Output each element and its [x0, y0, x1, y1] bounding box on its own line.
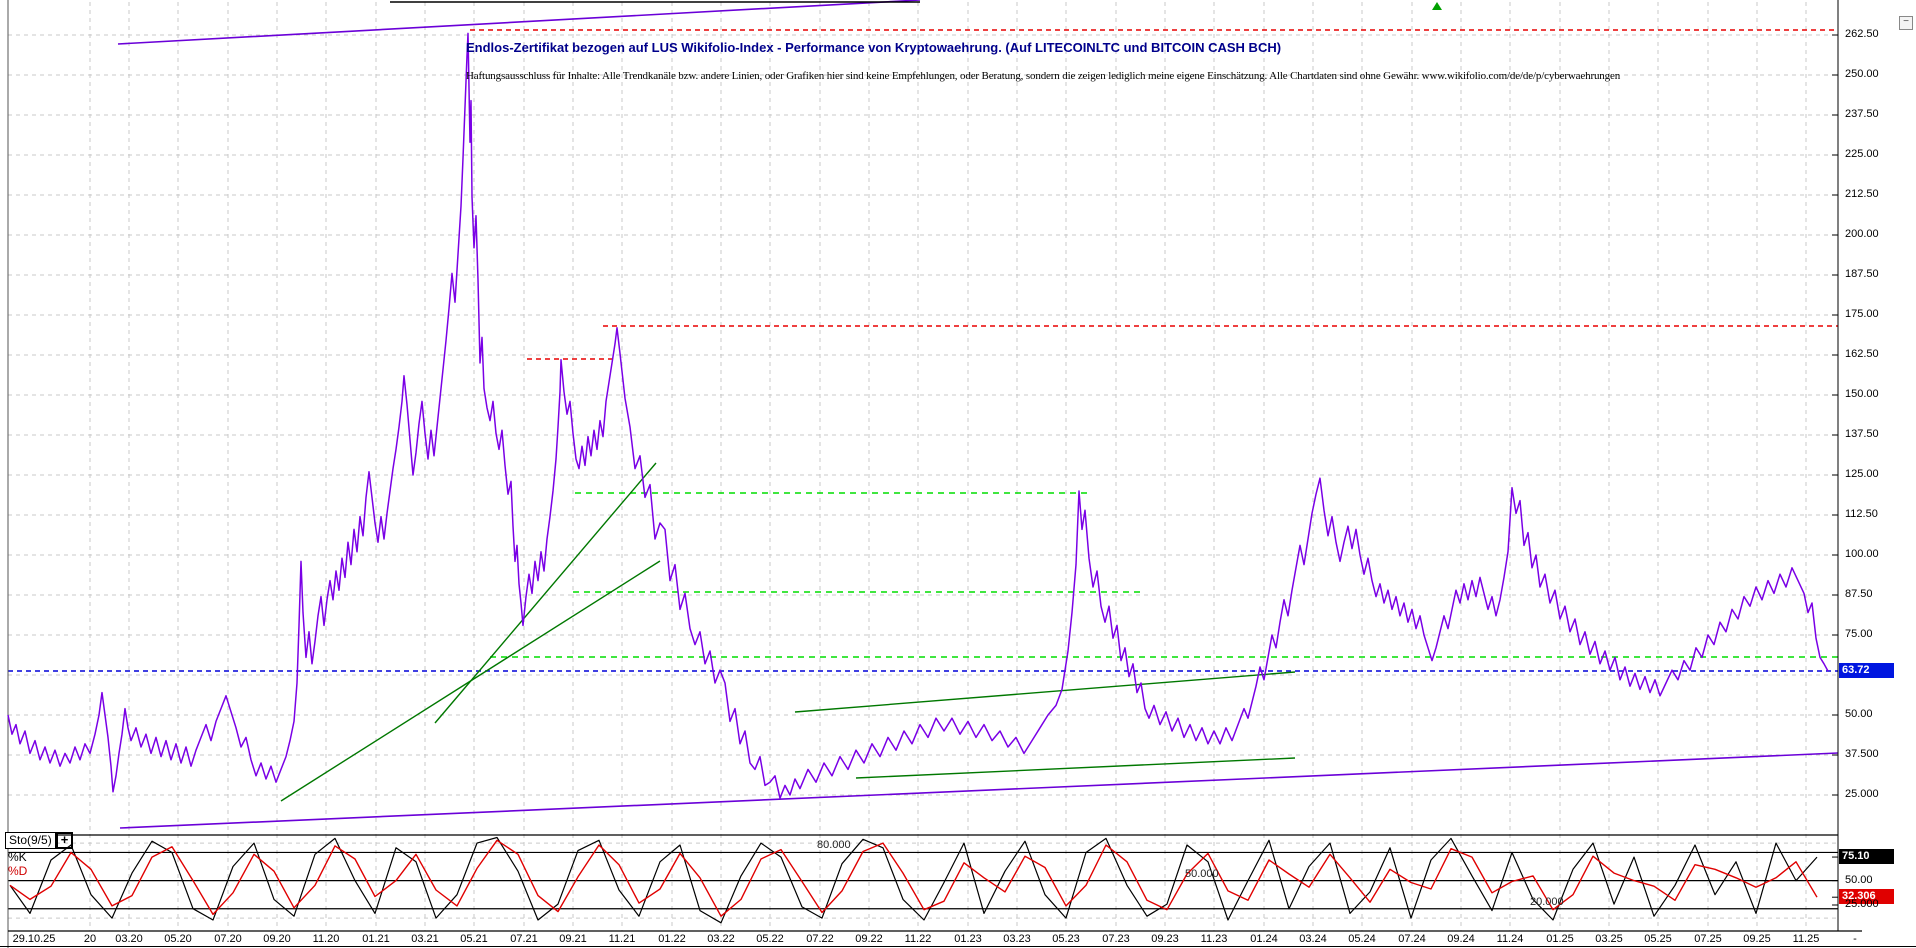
indicator-expand-icon[interactable]: +	[56, 832, 73, 849]
collapse-chart-button[interactable]: −	[1899, 16, 1913, 30]
indicator-name-button[interactable]: Sto(9/5)	[5, 832, 56, 849]
